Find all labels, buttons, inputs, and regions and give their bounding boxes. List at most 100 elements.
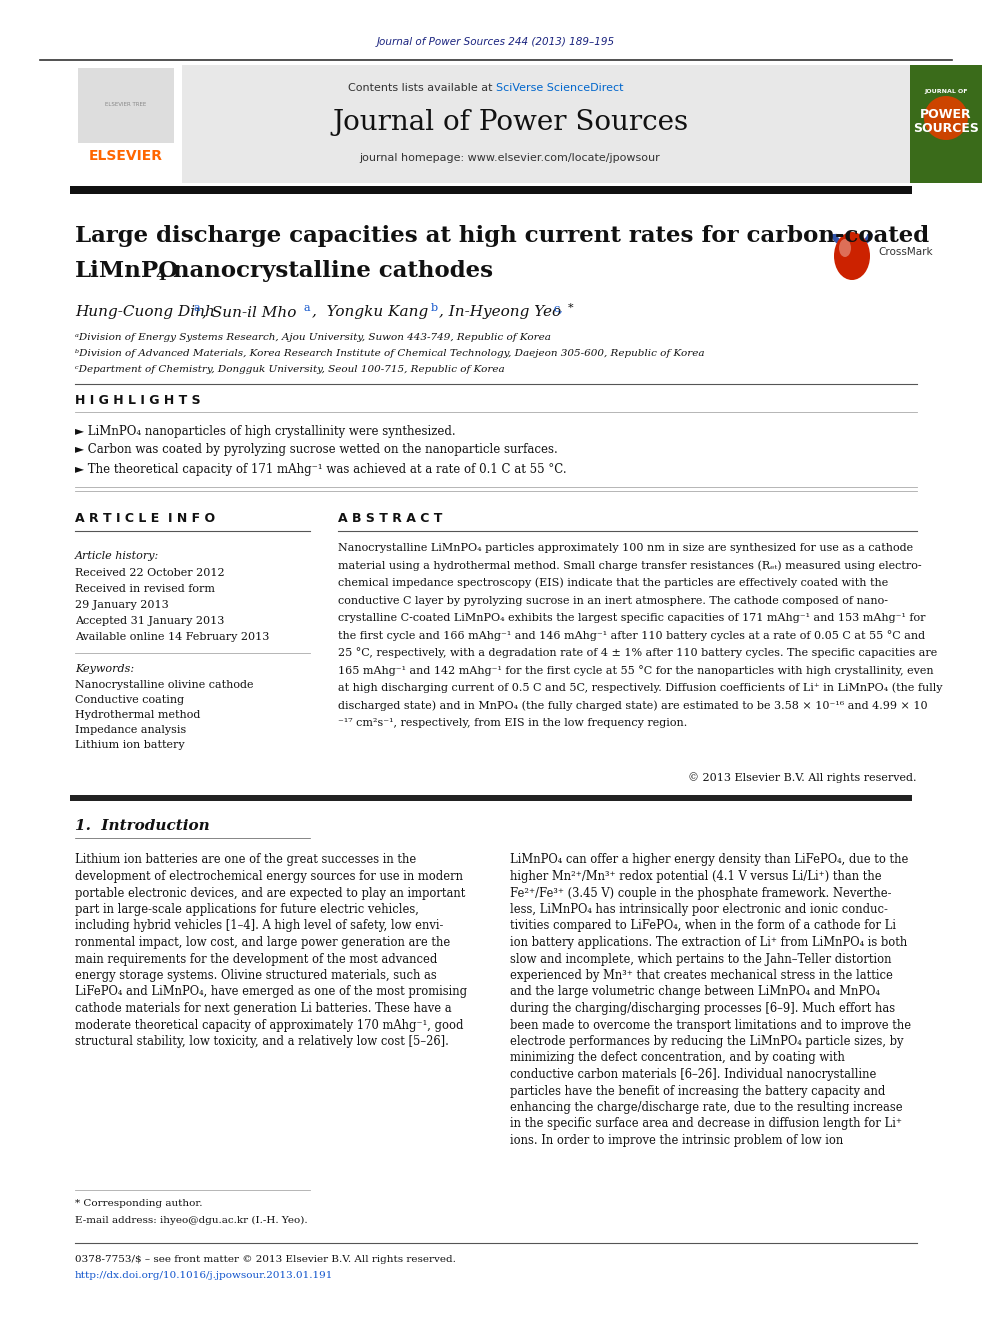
Text: portable electronic devices, and are expected to play an important: portable electronic devices, and are exp… xyxy=(75,886,465,900)
Text: , Sun-il Mho: , Sun-il Mho xyxy=(202,306,297,319)
Text: 165 mAhg⁻¹ and 142 mAhg⁻¹ for the first cycle at 55 °C for the nanoparticles wit: 165 mAhg⁻¹ and 142 mAhg⁻¹ for the first … xyxy=(338,665,933,676)
Text: ions. In order to improve the intrinsic problem of low ion: ions. In order to improve the intrinsic … xyxy=(510,1134,843,1147)
Text: A B S T R A C T: A B S T R A C T xyxy=(338,512,442,524)
Text: Large discharge capacities at high current rates for carbon-coated: Large discharge capacities at high curre… xyxy=(75,225,930,247)
Text: Received 22 October 2012: Received 22 October 2012 xyxy=(75,568,224,578)
Text: cathode materials for next generation Li batteries. These have a: cathode materials for next generation Li… xyxy=(75,1002,451,1015)
Text: Fe²⁺/Fe³⁺ (3.45 V) couple in the phosphate framework. Neverthe-: Fe²⁺/Fe³⁺ (3.45 V) couple in the phospha… xyxy=(510,886,892,900)
Text: particles have the benefit of increasing the battery capacity and: particles have the benefit of increasing… xyxy=(510,1085,886,1098)
Text: ion battery applications. The extraction of Li⁺ from LiMnPO₄ is both: ion battery applications. The extraction… xyxy=(510,935,908,949)
Text: A R T I C L E  I N F O: A R T I C L E I N F O xyxy=(75,512,215,524)
Text: Journal of Power Sources 244 (2013) 189–195: Journal of Power Sources 244 (2013) 189–… xyxy=(377,37,615,48)
Ellipse shape xyxy=(839,239,851,257)
Text: , In-Hyeong Yeo: , In-Hyeong Yeo xyxy=(439,306,561,319)
Text: CrossMark: CrossMark xyxy=(878,247,932,257)
Text: at high discharging current of 0.5 C and 5C, respectively. Diffusion coefficient: at high discharging current of 0.5 C and… xyxy=(338,683,942,693)
Text: part in large-scale applications for future electric vehicles,: part in large-scale applications for fut… xyxy=(75,904,419,916)
Text: moderate theoretical capacity of approximately 170 mAhg⁻¹, good: moderate theoretical capacity of approxi… xyxy=(75,1019,463,1032)
Text: LiMnPO₄ can offer a higher energy density than LiFePO₄, due to the: LiMnPO₄ can offer a higher energy densit… xyxy=(510,853,909,867)
Text: Hydrothermal method: Hydrothermal method xyxy=(75,710,200,720)
Text: ► LiMnPO₄ nanoparticles of high crystallinity were synthesized.: ► LiMnPO₄ nanoparticles of high crystall… xyxy=(75,425,455,438)
Bar xyxy=(70,65,182,183)
Text: conductive carbon materials [6–26]. Individual nanocrystalline: conductive carbon materials [6–26]. Indi… xyxy=(510,1068,876,1081)
Text: b: b xyxy=(431,303,438,314)
Text: *: * xyxy=(568,303,573,314)
Text: http://dx.doi.org/10.1016/j.jpowsour.2013.01.191: http://dx.doi.org/10.1016/j.jpowsour.201… xyxy=(75,1271,333,1281)
Text: in the specific surface area and decrease in diffusion length for Li⁺: in the specific surface area and decreas… xyxy=(510,1118,902,1130)
Text: ,  Yongku Kang: , Yongku Kang xyxy=(312,306,429,319)
Text: * Corresponding author.: * Corresponding author. xyxy=(75,1200,202,1208)
Text: a: a xyxy=(194,303,200,314)
Text: ᵇDivision of Advanced Materials, Korea Research Institute of Chemical Technology: ᵇDivision of Advanced Materials, Korea R… xyxy=(75,348,704,357)
Text: c,: c, xyxy=(554,303,563,314)
Text: main requirements for the development of the most advanced: main requirements for the development of… xyxy=(75,953,437,966)
Bar xyxy=(78,67,174,143)
Text: higher Mn²⁺/Mn³⁺ redox potential (4.1 V versus Li/Li⁺) than the: higher Mn²⁺/Mn³⁺ redox potential (4.1 V … xyxy=(510,871,882,882)
Text: electrode performances by reducing the LiMnPO₄ particle sizes, by: electrode performances by reducing the L… xyxy=(510,1035,904,1048)
Text: SOURCES: SOURCES xyxy=(913,122,979,135)
Circle shape xyxy=(924,97,968,140)
Text: 25 °C, respectively, with a degradation rate of 4 ± 1% after 110 battery cycles.: 25 °C, respectively, with a degradation … xyxy=(338,647,937,659)
Text: JOURNAL OF: JOURNAL OF xyxy=(925,90,968,94)
Text: Conductive coating: Conductive coating xyxy=(75,695,185,705)
Text: Nanocrystalline olivine cathode: Nanocrystalline olivine cathode xyxy=(75,680,254,691)
Text: POWER: POWER xyxy=(921,108,972,122)
Text: chemical impedance spectroscopy (EIS) indicate that the particles are effectivel: chemical impedance spectroscopy (EIS) in… xyxy=(338,578,888,589)
Text: E-mail address: ihyeo@dgu.ac.kr (I.-H. Yeo).: E-mail address: ihyeo@dgu.ac.kr (I.-H. Y… xyxy=(75,1216,308,1225)
Text: journal homepage: www.elsevier.com/locate/jpowsour: journal homepage: www.elsevier.com/locat… xyxy=(360,153,661,163)
Bar xyxy=(70,187,912,194)
Text: 4: 4 xyxy=(155,269,166,283)
Text: 0378-7753/$ – see front matter © 2013 Elsevier B.V. All rights reserved.: 0378-7753/$ – see front matter © 2013 El… xyxy=(75,1256,456,1265)
Text: energy storage systems. Olivine structured materials, such as: energy storage systems. Olivine structur… xyxy=(75,968,436,982)
Bar xyxy=(70,795,912,800)
Text: ELSEVIER: ELSEVIER xyxy=(89,149,163,163)
Text: material using a hydrothermal method. Small charge transfer resistances (Rₑₜ) me: material using a hydrothermal method. Sm… xyxy=(338,560,922,570)
Text: less, LiMnPO₄ has intrinsically poor electronic and ionic conduc-: less, LiMnPO₄ has intrinsically poor ele… xyxy=(510,904,888,916)
Text: enhancing the charge/discharge rate, due to the resulting increase: enhancing the charge/discharge rate, due… xyxy=(510,1101,903,1114)
Bar xyxy=(910,65,982,183)
Text: the first cycle and 166 mAhg⁻¹ and 146 mAhg⁻¹ after 110 battery cycles at a rate: the first cycle and 166 mAhg⁻¹ and 146 m… xyxy=(338,630,926,640)
Text: during the charging/discharging processes [6–9]. Much effort has: during the charging/discharging processe… xyxy=(510,1002,895,1015)
Ellipse shape xyxy=(834,232,870,280)
Text: a: a xyxy=(303,303,310,314)
Text: tivities compared to LiFePO₄, when in the form of a cathode for Li: tivities compared to LiFePO₄, when in th… xyxy=(510,919,896,933)
Text: Contents lists available at: Contents lists available at xyxy=(348,83,496,93)
Text: Accepted 31 January 2013: Accepted 31 January 2013 xyxy=(75,617,224,626)
Text: Article history:: Article history: xyxy=(75,550,160,561)
Text: Journal of Power Sources: Journal of Power Sources xyxy=(332,108,688,135)
Text: 1.  Introduction: 1. Introduction xyxy=(75,819,209,833)
Text: H I G H L I G H T S: H I G H L I G H T S xyxy=(75,394,200,407)
Text: Lithium ion batteries are one of the great successes in the: Lithium ion batteries are one of the gre… xyxy=(75,853,417,867)
Text: Keywords:: Keywords: xyxy=(75,664,134,673)
Text: discharged state) and in MnPO₄ (the fully charged state) are estimated to be 3.5: discharged state) and in MnPO₄ (the full… xyxy=(338,700,928,710)
Text: ⁻¹⁷ cm²s⁻¹, respectively, from EIS in the low frequency region.: ⁻¹⁷ cm²s⁻¹, respectively, from EIS in th… xyxy=(338,718,687,728)
Text: Hung-Cuong Dinh: Hung-Cuong Dinh xyxy=(75,306,215,319)
Text: experienced by Mn³⁺ that creates mechanical stress in the lattice: experienced by Mn³⁺ that creates mechani… xyxy=(510,968,893,982)
Text: development of electrochemical energy sources for use in modern: development of electrochemical energy so… xyxy=(75,871,463,882)
Text: ᵃDivision of Energy Systems Research, Ajou University, Suwon 443-749, Republic o: ᵃDivision of Energy Systems Research, Aj… xyxy=(75,332,551,341)
Text: and the large volumetric change between LiMnPO₄ and MnPO₄: and the large volumetric change between … xyxy=(510,986,880,999)
Text: 29 January 2013: 29 January 2013 xyxy=(75,601,169,610)
Text: slow and incomplete, which pertains to the Jahn–Teller distortion: slow and incomplete, which pertains to t… xyxy=(510,953,892,966)
Text: ► The theoretical capacity of 171 mAhg⁻¹ was achieved at a rate of 0.1 C at 55 °: ► The theoretical capacity of 171 mAhg⁻¹… xyxy=(75,463,566,475)
Text: SciVerse ScienceDirect: SciVerse ScienceDirect xyxy=(496,83,624,93)
Bar xyxy=(70,65,910,183)
Text: including hybrid vehicles [1–4]. A high level of safety, low envi-: including hybrid vehicles [1–4]. A high … xyxy=(75,919,443,933)
Text: Lithium ion battery: Lithium ion battery xyxy=(75,740,185,750)
Text: © 2013 Elsevier B.V. All rights reserved.: © 2013 Elsevier B.V. All rights reserved… xyxy=(688,773,917,783)
Text: crystalline C-coated LiMnPO₄ exhibits the largest specific capacities of 171 mAh: crystalline C-coated LiMnPO₄ exhibits th… xyxy=(338,613,926,623)
Text: ᶜDepartment of Chemistry, Dongguk University, Seoul 100-715, Republic of Korea: ᶜDepartment of Chemistry, Dongguk Univer… xyxy=(75,365,505,373)
Text: LiMnPO: LiMnPO xyxy=(75,261,180,282)
Text: Available online 14 February 2013: Available online 14 February 2013 xyxy=(75,632,270,642)
Text: Impedance analysis: Impedance analysis xyxy=(75,725,186,736)
Text: Nanocrystalline LiMnPO₄ particles approximately 100 nm in size are synthesized f: Nanocrystalline LiMnPO₄ particles approx… xyxy=(338,542,913,553)
Text: LiFePO₄ and LiMnPO₄, have emerged as one of the most promising: LiFePO₄ and LiMnPO₄, have emerged as one… xyxy=(75,986,467,999)
Text: ronmental impact, low cost, and large power generation are the: ronmental impact, low cost, and large po… xyxy=(75,935,450,949)
Text: ► Carbon was coated by pyrolyzing sucrose wetted on the nanoparticle surfaces.: ► Carbon was coated by pyrolyzing sucros… xyxy=(75,443,558,456)
Text: nanocrystalline cathodes: nanocrystalline cathodes xyxy=(165,261,493,282)
Text: minimizing the defect concentration, and by coating with: minimizing the defect concentration, and… xyxy=(510,1052,845,1065)
Text: conductive C layer by pyrolyzing sucrose in an inert atmosphere. The cathode com: conductive C layer by pyrolyzing sucrose… xyxy=(338,595,888,606)
Text: Received in revised form: Received in revised form xyxy=(75,583,215,594)
Text: been made to overcome the transport limitations and to improve the: been made to overcome the transport limi… xyxy=(510,1019,911,1032)
Text: structural stability, low toxicity, and a relatively low cost [5–26].: structural stability, low toxicity, and … xyxy=(75,1035,448,1048)
